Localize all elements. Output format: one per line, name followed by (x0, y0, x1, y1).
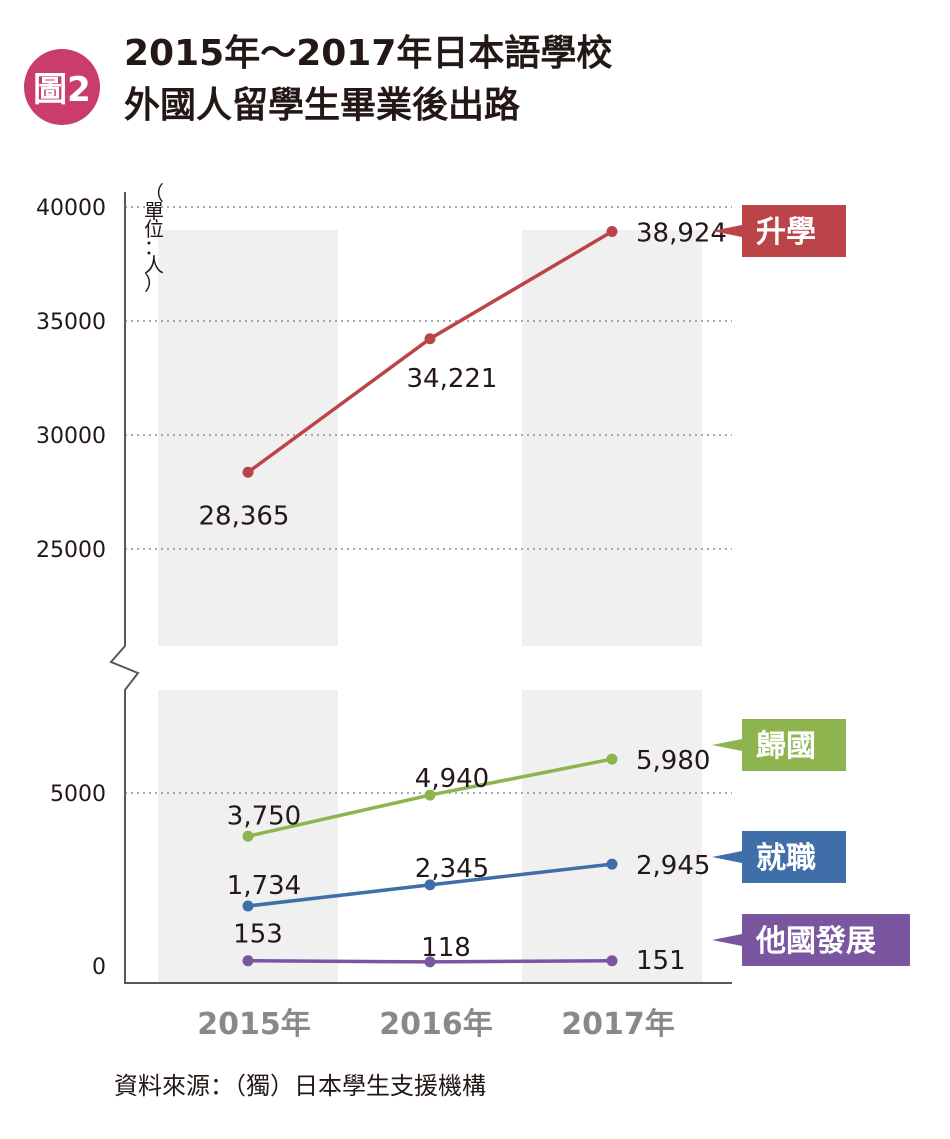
x-tick-label: 2015年 (197, 1007, 311, 1042)
unit-label-char: （ (144, 181, 164, 205)
data-point (242, 466, 254, 478)
y-tick-label: 40000 (36, 196, 106, 221)
data-label: 2,345 (415, 854, 489, 884)
unit-label-char: ： (144, 235, 164, 259)
y-tick-label: 5000 (50, 782, 106, 807)
data-point (606, 226, 618, 238)
unit-label-char: 位 (144, 217, 164, 241)
series-tag-box (712, 719, 846, 771)
data-labels: 28,365 34,221 38,924 3,750 4,940 5,980 1,734 2,… (199, 219, 727, 976)
data-label: 2,945 (636, 851, 710, 881)
x-tick-labels: 2015年 2016年 2017年 (197, 1007, 675, 1042)
data-label: 34,221 (407, 364, 498, 394)
y-axis (109, 192, 732, 984)
y-tick-labels: 25000 30000 35000 40000 0 5000 (36, 196, 106, 980)
series-lines (242, 226, 618, 968)
y-tick-label: 30000 (36, 424, 106, 449)
series-tag-label: 升學 (756, 215, 816, 250)
data-label: 118 (421, 933, 471, 963)
data-label: 38,924 (636, 219, 727, 249)
data-label: 28,365 (199, 501, 290, 531)
x-tick-label: 2017年 (561, 1007, 675, 1042)
unit-label: （單位：人） (144, 181, 164, 295)
data-label: 151 (636, 946, 686, 976)
series-tag-box (712, 914, 910, 966)
data-label: 5,980 (636, 746, 710, 776)
unit-label-char: ） (144, 271, 164, 295)
data-label: 1,734 (227, 871, 301, 901)
data-label: 3,750 (227, 801, 301, 831)
badge-label: 圖2 (33, 70, 91, 110)
series-tag-box (712, 831, 846, 883)
category-band-upper (522, 230, 702, 646)
x-tick-label: 2016年 (379, 1007, 493, 1042)
data-point (606, 858, 618, 870)
category-band-lower (522, 690, 702, 983)
chart-title: 2015年～2017年日本語學校 外國人留學生畢業後出路 (124, 28, 612, 132)
chart-title-line-1: 2015年～2017年日本語學校 (124, 33, 613, 74)
unit-label-char: 人 (144, 253, 164, 277)
data-point (606, 955, 618, 967)
category-bands (158, 230, 702, 983)
data-point (242, 830, 254, 842)
data-label: 4,940 (415, 764, 489, 794)
data-point (242, 900, 254, 912)
data-point (424, 789, 436, 801)
unit-label-char: 單 (144, 199, 164, 223)
data-point (242, 955, 254, 967)
series-tag-label: 他國發展 (755, 924, 876, 959)
data-point (424, 333, 436, 345)
data-point (424, 879, 436, 891)
series-tag-label: 歸國 (756, 729, 816, 764)
gridlines (125, 206, 732, 794)
data-point (606, 753, 618, 765)
y-tick-label: 35000 (36, 310, 106, 335)
source-note: 資料來源：（獨）日本學生支援機構 (114, 1072, 486, 1100)
badge-circle (24, 49, 100, 125)
y-tick-label: 25000 (36, 538, 106, 563)
series-tag-label: 就職 (756, 841, 816, 876)
category-band-upper (158, 230, 338, 646)
axis-line-with-break (109, 192, 732, 984)
y-tick-label: 0 (92, 955, 106, 980)
series-tag-box (712, 205, 846, 257)
figure-number-badge: 圖2 (24, 49, 100, 125)
data-point (424, 956, 436, 968)
data-label: 153 (233, 920, 283, 950)
chart-title-line-2: 外國人留學生畢業後出路 (124, 85, 521, 126)
